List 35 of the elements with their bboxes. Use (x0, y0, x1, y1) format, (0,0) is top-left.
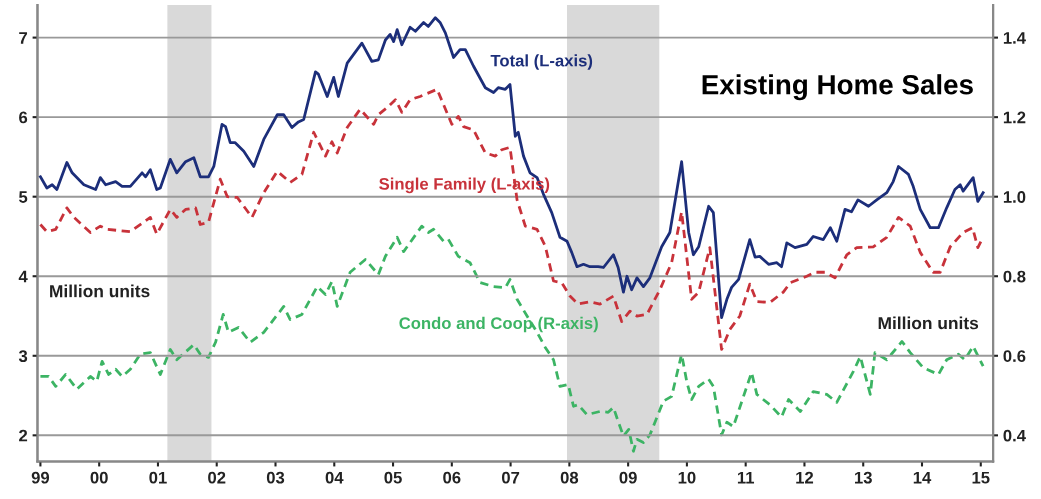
y2-tick-label: 1.0 (1003, 191, 1026, 203)
text: Existing Home Sales (702, 74, 973, 101)
x-tick-label: 01 (149, 471, 167, 484)
x-tick-label: 05 (384, 471, 402, 484)
series-label: Condo and Coop (R-axis) (399, 316, 598, 333)
annotation: Million units (50, 284, 150, 298)
annotation: Million units (878, 316, 979, 330)
y-tick-label: 2 (19, 429, 28, 442)
x-tick-label: 13 (855, 471, 872, 484)
x-tick-label: 10 (678, 471, 696, 484)
x-tick-label: 08 (560, 471, 579, 484)
x-tick-label: 09 (619, 471, 637, 484)
y2-tick-label: 1.2 (1003, 111, 1026, 124)
x-tick-label: 14 (913, 471, 932, 484)
y2-tick-label: 1.4 (1003, 32, 1026, 44)
x-tick-label: 06 (443, 471, 461, 484)
y-tick-label: 7 (19, 32, 28, 44)
x-tick-label: 15 (972, 471, 990, 484)
x-tick-label: 12 (796, 471, 814, 484)
x-tick-label: 00 (90, 471, 108, 484)
line-series (39, 224, 985, 453)
y-tick-label: 4 (18, 270, 28, 283)
series-label: Total (L-axis) (490, 54, 593, 70)
y-tick-label: 3 (18, 350, 28, 363)
x-tick-label: 07 (501, 471, 520, 484)
x-tick-label: 03 (266, 471, 285, 484)
y-tick-label: 6 (19, 111, 28, 124)
x-tick-label: 02 (208, 471, 226, 484)
y2-tick-label: 0.6 (1003, 350, 1026, 362)
y2-tick-label: 0.4 (1003, 429, 1026, 442)
x-tick-label: 11 (737, 471, 755, 484)
y2-tick-label: 0.8 (1003, 270, 1026, 283)
x-tick-label: 04 (325, 471, 344, 484)
x-tick-label: 99 (31, 471, 50, 484)
y-tick-label: 5 (19, 191, 28, 203)
